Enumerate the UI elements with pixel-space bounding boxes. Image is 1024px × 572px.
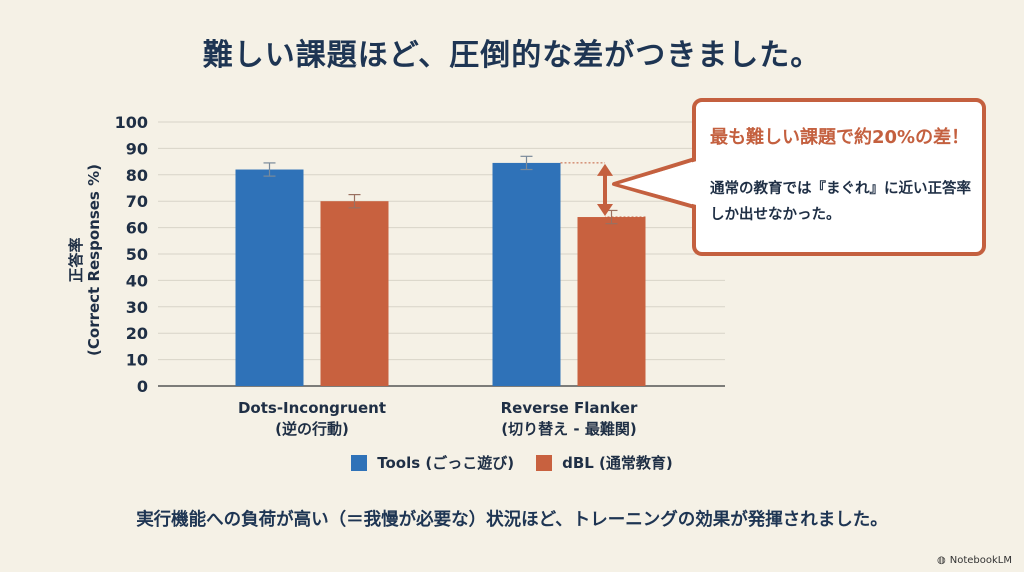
y-tick-label: 100 <box>115 113 148 132</box>
y-tick-label: 20 <box>126 324 148 343</box>
y-tick-label: 50 <box>126 245 148 264</box>
y-tick-label: 80 <box>126 166 148 185</box>
slide-title: 難しい課題ほど、圧倒的な差がつきました。 <box>202 38 822 73</box>
y-axis-label: 正答率 (Correct Responses %) <box>67 125 103 395</box>
callout-pointer <box>612 156 700 210</box>
bar <box>492 162 561 386</box>
category-name: Dots-Incongruent <box>237 399 387 417</box>
brand-label: NotebookLM <box>949 555 1012 566</box>
y-axis-label-jp: 正答率 <box>67 237 85 283</box>
legend-swatch <box>536 454 553 471</box>
y-tick-label: 90 <box>126 139 148 158</box>
footer-caption: 実行機能への負荷が高い（＝我慢が必要な）状況ほど、トレーニングの効果が発揮されま… <box>136 510 888 530</box>
legend-item-dbl: dBL (通常教育) <box>536 452 673 473</box>
y-tick-label: 0 <box>137 377 148 396</box>
bar <box>577 217 646 386</box>
bar <box>235 169 304 386</box>
legend-label: dBL (通常教育) <box>562 454 673 472</box>
y-tick-label: 10 <box>126 351 148 370</box>
notebooklm-logo-icon: ◍ <box>937 555 946 566</box>
callout-headline: 最も難しい課題で約20%の差！ <box>710 127 970 148</box>
category-label: Dots-Incongruent (逆の行動) <box>202 398 422 440</box>
bar <box>320 201 389 386</box>
y-axis-label-en: (Correct Responses %) <box>85 164 103 356</box>
legend-swatch <box>351 454 368 471</box>
y-tick-label: 70 <box>126 192 148 211</box>
legend-item-tools: Tools (ごっこ遊び) <box>351 452 514 473</box>
arrow-down-icon <box>597 204 613 217</box>
brand-watermark: ◍ NotebookLM <box>937 555 1012 566</box>
legend-label: Tools (ごっこ遊び) <box>377 454 515 472</box>
arrow-up-icon <box>597 163 613 176</box>
category-sub: (切り替え - 最難関) <box>501 420 637 438</box>
y-tick-label: 60 <box>126 219 148 238</box>
y-tick-label: 40 <box>126 271 148 290</box>
callout-box: 最も難しい課題で約20%の差！ 通常の教育では『まぐれ』に近い正答率しか出せなか… <box>692 98 986 256</box>
category-sub: (逆の行動) <box>275 420 349 438</box>
category-label: Reverse Flanker (切り替え - 最難関) <box>459 398 679 440</box>
callout-body: 通常の教育では『まぐれ』に近い正答率しか出せなかった。 <box>710 181 971 223</box>
legend: Tools (ごっこ遊び) dBL (通常教育) <box>0 452 1024 473</box>
category-name: Reverse Flanker <box>500 399 638 417</box>
y-tick-label: 30 <box>126 298 148 317</box>
